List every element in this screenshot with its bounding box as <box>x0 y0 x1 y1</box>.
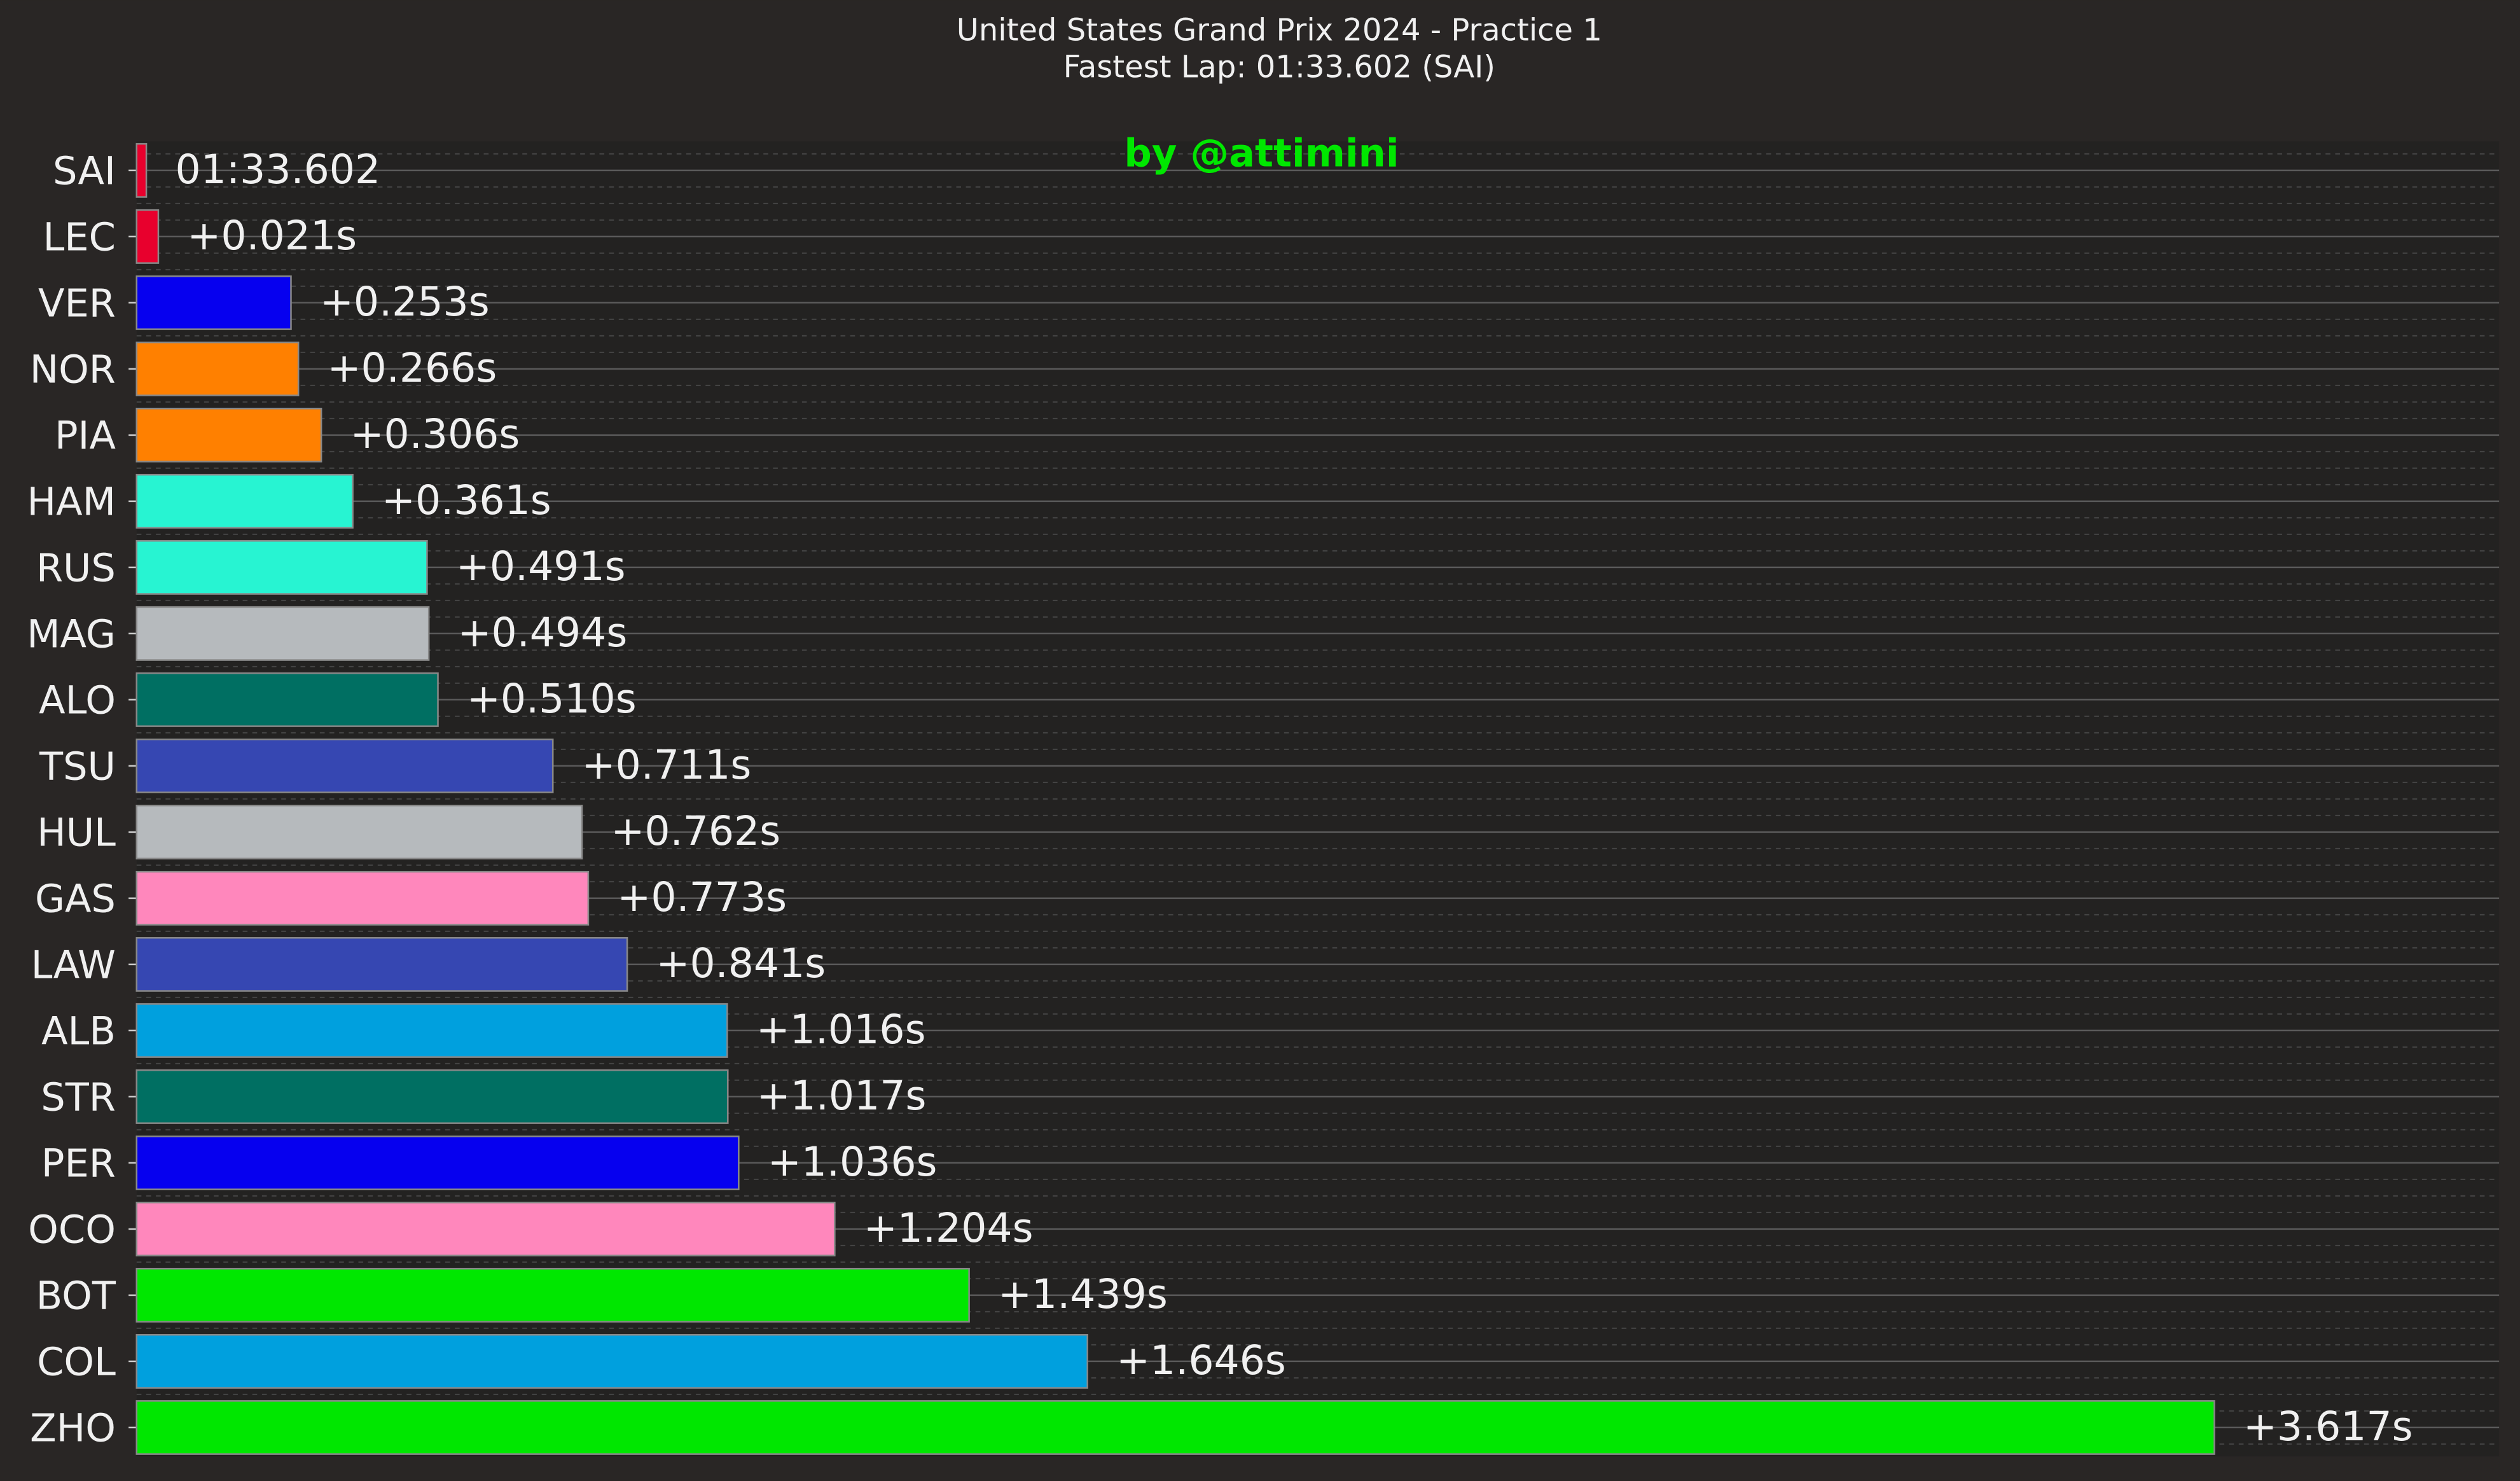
value-label: +1.016s <box>756 1006 926 1053</box>
value-label: +1.036s <box>768 1138 938 1185</box>
value-label: +0.773s <box>617 873 787 921</box>
chart-subtitle: Fastest Lap: 01:33.602 (SAI) <box>1063 50 1495 85</box>
y-tick-label: LAW <box>31 943 116 988</box>
y-tick-label: ALO <box>39 679 116 723</box>
value-label: +1.439s <box>998 1270 1168 1318</box>
bar <box>135 209 160 264</box>
value-label: +0.494s <box>458 609 628 656</box>
bar <box>135 672 439 727</box>
bar <box>135 1069 729 1124</box>
value-label: +0.711s <box>582 741 752 788</box>
bar <box>135 804 583 859</box>
value-label: +0.266s <box>328 344 497 391</box>
value-label: +0.762s <box>611 807 781 854</box>
y-tick-label: HUL <box>37 811 116 856</box>
bar <box>135 870 590 926</box>
bar <box>135 539 428 595</box>
value-label: +0.361s <box>382 476 551 524</box>
value-label: +0.510s <box>467 675 637 722</box>
y-tick-label: ZHO <box>30 1407 116 1451</box>
value-label: +0.253s <box>320 278 490 325</box>
y-tick-label: MAG <box>27 613 116 657</box>
y-tick-label: NOR <box>30 348 116 393</box>
bar <box>135 143 148 198</box>
bar <box>135 738 554 793</box>
bar <box>135 1135 740 1190</box>
bar <box>135 473 354 529</box>
y-tick-label: HAM <box>27 480 116 525</box>
y-tick-label: COL <box>37 1340 116 1385</box>
y-tick-label: PIA <box>55 414 116 459</box>
y-tick-label: LEC <box>43 216 116 260</box>
value-label: +1.646s <box>1116 1337 1286 1384</box>
y-tick-label: GAS <box>35 877 116 922</box>
value-label: +0.491s <box>456 543 626 590</box>
y-tick-label: BOT <box>36 1274 116 1319</box>
y-tick-label: SAI <box>53 149 116 194</box>
bar <box>135 1201 836 1256</box>
bar <box>135 606 430 661</box>
y-tick-label: OCO <box>28 1208 116 1253</box>
y-tick-label: STR <box>41 1076 116 1120</box>
chart-title: United States Grand Prix 2024 - Practice… <box>957 13 1602 48</box>
y-tick-label: RUS <box>36 546 116 591</box>
bar <box>135 1400 2215 1455</box>
bar <box>135 936 628 992</box>
value-label: +0.841s <box>656 940 826 987</box>
value-label: +0.306s <box>350 410 520 457</box>
bar <box>135 1333 1088 1389</box>
value-label: +1.204s <box>864 1204 1034 1251</box>
value-label: 01:33.602 <box>176 146 381 193</box>
y-tick-label: ALB <box>41 1010 116 1054</box>
bar <box>135 1003 728 1058</box>
y-tick-label: TSU <box>39 745 116 789</box>
y-tick-label: VER <box>38 282 116 326</box>
y-tick-label: PER <box>41 1142 116 1186</box>
bar <box>135 275 292 330</box>
bar <box>135 341 300 396</box>
watermark: by @attimini <box>1124 132 1399 176</box>
value-label: +1.017s <box>757 1072 927 1119</box>
value-label: +0.021s <box>187 212 357 259</box>
bar <box>135 1267 970 1323</box>
value-label: +3.617s <box>2243 1403 2413 1450</box>
bar <box>135 407 322 462</box>
